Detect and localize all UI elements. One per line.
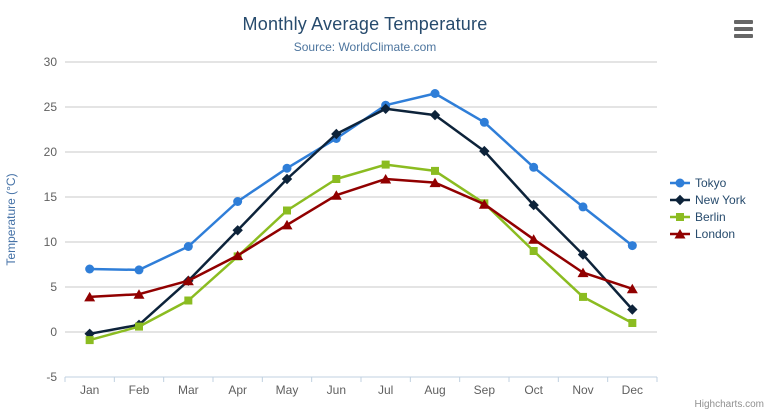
data-point[interactable]	[429, 177, 441, 188]
x-axis-tick-label: Apr	[228, 383, 247, 397]
highcharts-credit-link[interactable]: Highcharts.com	[694, 399, 764, 410]
hamburger-menu-icon	[733, 27, 753, 31]
legend-label: New York	[695, 192, 746, 207]
legend-label: London	[695, 226, 736, 241]
data-point[interactable]	[281, 219, 293, 230]
x-axis-tick-label: Sep	[474, 383, 496, 397]
data-point[interactable]	[431, 166, 439, 175]
data-point[interactable]	[380, 174, 392, 184]
data-point[interactable]	[380, 103, 391, 114]
data-point[interactable]	[381, 160, 390, 169]
data-point	[675, 178, 685, 187]
data-point[interactable]	[283, 206, 291, 215]
data-point[interactable]	[134, 265, 144, 275]
data-point[interactable]	[626, 283, 638, 294]
legend-label: Berlin	[695, 209, 726, 224]
data-point[interactable]	[627, 304, 638, 315]
hamburger-menu-icon	[733, 34, 753, 38]
series-new-york	[84, 103, 638, 339]
y-axis-tick-label: 0	[50, 325, 57, 339]
data-point[interactable]	[479, 117, 489, 127]
x-axis-tick-label: Jun	[327, 383, 346, 397]
data-point	[674, 228, 686, 238]
data-point[interactable]	[529, 162, 539, 172]
data-point	[674, 194, 686, 205]
y-axis-tick-label: 25	[44, 100, 58, 114]
legend-marker-diamond-icon	[670, 194, 690, 205]
y-axis-tick-label: 20	[44, 145, 58, 159]
x-axis-tick-label: Nov	[572, 383, 593, 397]
x-axis-tick-label: Aug	[424, 383, 445, 397]
data-point[interactable]	[233, 197, 243, 206]
y-axis-tick-label: 15	[44, 190, 58, 204]
data-point[interactable]	[84, 291, 96, 302]
data-point[interactable]	[133, 289, 145, 299]
legend-item-berlin[interactable]: Berlin	[670, 208, 746, 225]
x-axis-tick-label: Mar	[178, 383, 199, 397]
x-axis-tick-label: Feb	[129, 383, 150, 397]
data-point[interactable]	[478, 199, 490, 209]
data-point[interactable]	[332, 175, 341, 183]
data-point[interactable]	[579, 292, 587, 301]
y-axis-tick-label: 30	[44, 55, 58, 69]
data-point[interactable]	[577, 267, 589, 278]
export-menu-button[interactable]	[731, 19, 755, 39]
legend-item-tokyo[interactable]: Tokyo	[670, 174, 746, 191]
x-axis-tick-label: Oct	[524, 383, 543, 397]
data-point[interactable]	[479, 145, 490, 157]
data-point[interactable]	[429, 109, 441, 121]
x-axis-tick-label: Dec	[622, 383, 643, 397]
data-point[interactable]	[627, 241, 637, 251]
hamburger-menu-icon	[733, 20, 753, 24]
data-point[interactable]	[528, 199, 539, 211]
data-point[interactable]	[281, 173, 293, 185]
series-line[interactable]	[88, 92, 634, 272]
y-axis-tick-label: -5	[46, 370, 57, 384]
y-axis-tick-label: 10	[44, 235, 58, 249]
data-point[interactable]	[430, 89, 440, 98]
data-point[interactable]	[628, 319, 637, 327]
x-axis-tick-label: Jan	[80, 383, 99, 397]
series-berlin	[85, 160, 637, 345]
series-line[interactable]	[88, 177, 634, 299]
data-point[interactable]	[578, 202, 588, 212]
data-point[interactable]	[330, 190, 342, 200]
data-point[interactable]	[85, 336, 94, 345]
data-point[interactable]	[529, 247, 538, 255]
legend-marker-circle-icon	[670, 178, 690, 187]
y-axis-tick-label: 5	[50, 280, 57, 294]
x-axis-tick-label: May	[276, 383, 299, 397]
data-point	[676, 212, 684, 221]
series-tokyo	[85, 89, 637, 275]
data-point[interactable]	[183, 242, 193, 251]
data-point[interactable]	[282, 163, 292, 173]
data-point[interactable]	[528, 234, 540, 244]
y-axis-title: Temperature (°C)	[4, 173, 18, 265]
x-axis-tick-label: Jul	[378, 383, 393, 397]
data-point[interactable]	[232, 250, 244, 261]
legend: Tokyo New York Berlin London	[670, 174, 746, 242]
legend-label: Tokyo	[695, 175, 727, 190]
data-point[interactable]	[85, 264, 95, 274]
series-line[interactable]	[88, 163, 634, 342]
series-line[interactable]	[88, 107, 634, 336]
legend-item-new-york[interactable]: New York	[670, 191, 746, 208]
series-london	[84, 174, 638, 302]
data-point[interactable]	[184, 296, 193, 305]
data-point[interactable]	[577, 249, 589, 260]
data-point[interactable]	[331, 128, 342, 140]
data-point[interactable]	[182, 275, 194, 286]
legend-marker-square-icon	[670, 212, 690, 221]
legend-marker-triangle-icon	[670, 228, 690, 238]
legend-item-london[interactable]: London	[670, 225, 746, 242]
data-point[interactable]	[135, 322, 143, 331]
data-point[interactable]	[232, 225, 243, 236]
